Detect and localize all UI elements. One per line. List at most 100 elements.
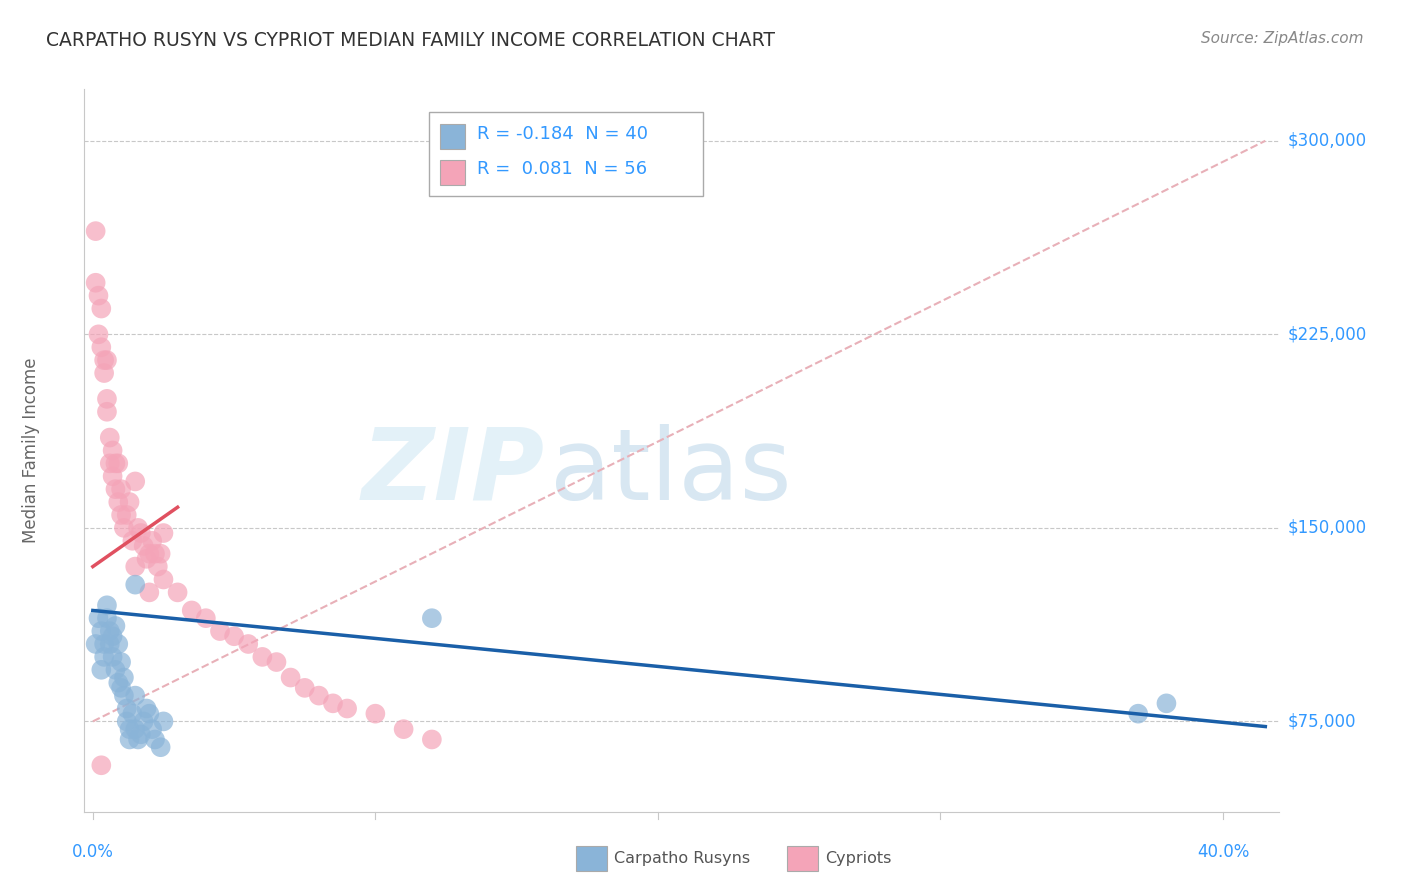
- Point: [101, 469, 124, 483]
- Point: [104, 456, 127, 470]
- Point: [96, 599, 118, 613]
- Point: [107, 456, 129, 470]
- Point: [129, 526, 152, 541]
- Point: [166, 585, 188, 599]
- Point: [118, 495, 141, 509]
- Point: [141, 533, 163, 548]
- Point: [115, 508, 138, 522]
- Point: [392, 722, 415, 736]
- Point: [124, 475, 146, 489]
- Point: [129, 727, 152, 741]
- Point: [90, 624, 112, 639]
- Text: $75,000: $75,000: [1288, 713, 1357, 731]
- Point: [93, 649, 115, 664]
- Text: atlas: atlas: [551, 424, 792, 521]
- Point: [87, 288, 110, 302]
- Point: [101, 443, 124, 458]
- Point: [87, 327, 110, 342]
- Point: [132, 714, 155, 729]
- Point: [138, 706, 160, 721]
- Point: [146, 559, 169, 574]
- Point: [420, 611, 443, 625]
- Point: [110, 482, 132, 496]
- Point: [84, 224, 107, 238]
- Point: [224, 629, 246, 643]
- Point: [96, 353, 118, 368]
- Point: [98, 637, 121, 651]
- Point: [135, 701, 157, 715]
- Point: [110, 508, 132, 522]
- Point: [308, 689, 330, 703]
- Point: [112, 671, 135, 685]
- Point: [90, 340, 112, 354]
- Text: $300,000: $300,000: [1288, 132, 1367, 150]
- Point: [143, 732, 166, 747]
- Point: [1156, 697, 1178, 711]
- Point: [112, 521, 135, 535]
- Point: [87, 611, 110, 625]
- Point: [107, 637, 129, 651]
- Point: [336, 701, 359, 715]
- Point: [96, 392, 118, 406]
- Point: [98, 456, 121, 470]
- Point: [124, 559, 146, 574]
- Point: [110, 655, 132, 669]
- Point: [84, 637, 107, 651]
- Point: [107, 495, 129, 509]
- Point: [152, 714, 174, 729]
- Text: Median Family Income: Median Family Income: [21, 358, 39, 543]
- Point: [98, 624, 121, 639]
- Point: [138, 547, 160, 561]
- Text: ZIP: ZIP: [361, 424, 544, 521]
- Point: [266, 655, 288, 669]
- Point: [93, 353, 115, 368]
- Text: R = -0.184  N = 40: R = -0.184 N = 40: [477, 125, 648, 143]
- Point: [152, 526, 174, 541]
- Point: [121, 706, 143, 721]
- Point: [118, 732, 141, 747]
- Point: [280, 671, 302, 685]
- Point: [132, 539, 155, 553]
- Text: CARPATHO RUSYN VS CYPRIOT MEDIAN FAMILY INCOME CORRELATION CHART: CARPATHO RUSYN VS CYPRIOT MEDIAN FAMILY …: [46, 31, 775, 50]
- Point: [127, 732, 149, 747]
- Point: [107, 675, 129, 690]
- Point: [90, 301, 112, 316]
- Point: [127, 521, 149, 535]
- Point: [115, 701, 138, 715]
- Point: [93, 366, 115, 380]
- Point: [93, 637, 115, 651]
- Point: [194, 611, 217, 625]
- Point: [90, 758, 112, 772]
- Point: [104, 482, 127, 496]
- Point: [112, 689, 135, 703]
- Point: [420, 732, 443, 747]
- Text: $225,000: $225,000: [1288, 326, 1367, 343]
- Text: Source: ZipAtlas.com: Source: ZipAtlas.com: [1201, 31, 1364, 46]
- Point: [138, 585, 160, 599]
- Point: [252, 649, 274, 664]
- Point: [96, 611, 118, 625]
- Point: [180, 603, 202, 617]
- Point: [104, 619, 127, 633]
- Point: [135, 551, 157, 566]
- Point: [124, 577, 146, 591]
- Text: Cypriots: Cypriots: [825, 851, 891, 865]
- Point: [149, 740, 172, 755]
- Point: [121, 533, 143, 548]
- Point: [143, 547, 166, 561]
- Point: [90, 663, 112, 677]
- Text: $150,000: $150,000: [1288, 519, 1367, 537]
- Point: [84, 276, 107, 290]
- Text: 40.0%: 40.0%: [1197, 843, 1249, 861]
- Point: [124, 689, 146, 703]
- Point: [322, 697, 344, 711]
- Point: [98, 431, 121, 445]
- Point: [104, 663, 127, 677]
- Point: [208, 624, 231, 639]
- Point: [364, 706, 387, 721]
- Point: [141, 722, 163, 736]
- Point: [101, 649, 124, 664]
- Point: [294, 681, 316, 695]
- Text: R =  0.081  N = 56: R = 0.081 N = 56: [477, 161, 647, 178]
- Point: [110, 681, 132, 695]
